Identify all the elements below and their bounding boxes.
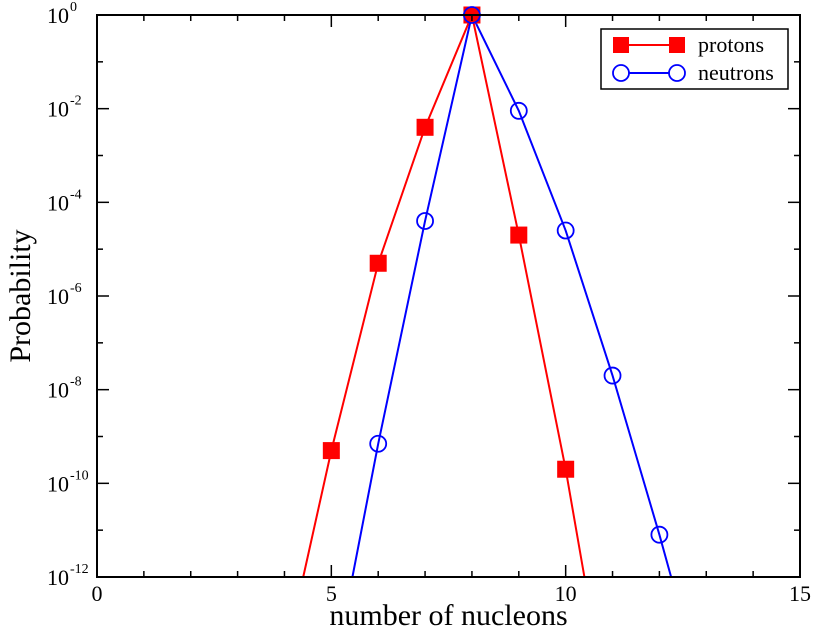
data-point-protons	[416, 118, 434, 136]
x-axis-title: number of nucleons	[329, 599, 567, 631]
y-tick-exponent: -2	[70, 94, 82, 109]
legend-label-neutrons: neutrons	[698, 60, 774, 85]
y-tick-label: 10	[47, 471, 69, 496]
data-point-protons	[322, 442, 340, 460]
y-tick-exponent: -6	[70, 281, 82, 296]
y-tick-exponent: -8	[70, 375, 82, 390]
y-tick-label: 10	[47, 378, 69, 403]
data-point-neutrons	[369, 434, 388, 453]
x-tick-label: 5	[326, 581, 337, 606]
data-point-protons	[369, 254, 387, 272]
y-tick-base: 10	[47, 284, 69, 309]
data-point-neutrons	[650, 525, 669, 544]
series-line-protons	[302, 11, 586, 578]
data-point-neutrons	[416, 212, 434, 230]
legend-marker-protons	[669, 37, 685, 53]
data-point-neutrons	[509, 101, 528, 120]
y-axis-title: Probability	[4, 229, 37, 362]
data-point-neutrons	[556, 221, 575, 240]
y-tick-base: 10	[47, 378, 69, 403]
legend-box	[600, 28, 789, 90]
legend-marker-neutrons	[612, 64, 630, 82]
series-line-neutrons	[351, 12, 673, 578]
plot-lines	[302, 11, 673, 578]
y-tick-label: 10	[47, 97, 69, 122]
legend-label-protons: protons	[698, 32, 764, 57]
y-tick-label: 10	[47, 565, 69, 590]
data-point-protons	[557, 460, 575, 478]
x-tick-label: 10	[555, 581, 577, 606]
y-tick-base: 10	[47, 471, 69, 496]
legend-marker-neutrons	[668, 64, 686, 82]
legend: protons neutrons	[600, 28, 789, 90]
y-tick-exponent: -10	[70, 468, 89, 483]
y-tick-base: 10	[47, 565, 69, 590]
x-axis-ticks: 0 5 10 15	[92, 15, 811, 606]
y-tick-exponent: 0	[70, 0, 77, 15]
y-tick-label: 10	[47, 284, 69, 309]
y-tick-base: 10	[47, 97, 69, 122]
data-point-neutrons	[603, 366, 622, 385]
y-tick-base: 10	[47, 190, 69, 215]
plot-frame	[96, 14, 801, 578]
y-tick-base: 10	[47, 3, 69, 28]
legend-marker-protons	[613, 37, 629, 53]
data-point-protons	[510, 226, 528, 244]
y-tick-exponent: -4	[70, 187, 82, 202]
y-tick-exponent: -12	[70, 562, 89, 577]
x-tick-label: 15	[789, 581, 811, 606]
y-tick-label: 10	[47, 3, 69, 28]
x-tick-label: 0	[92, 581, 103, 606]
y-tick-label: 10	[47, 190, 69, 215]
